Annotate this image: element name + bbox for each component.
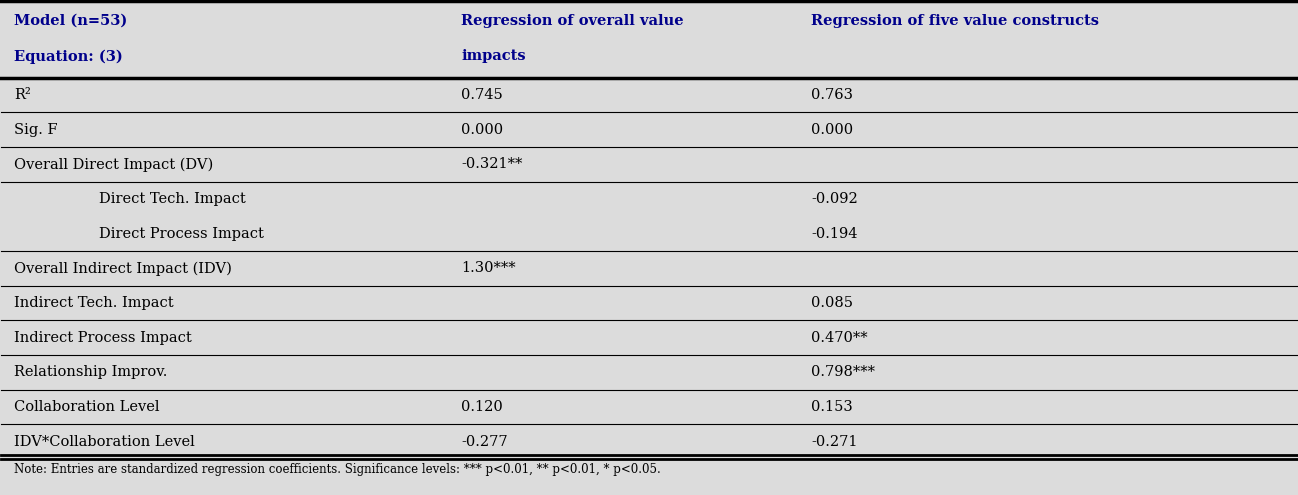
Text: Equation: (3): Equation: (3) <box>14 49 123 63</box>
Text: IDV*Collaboration Level: IDV*Collaboration Level <box>14 435 195 449</box>
Text: Overall Direct Impact (DV): Overall Direct Impact (DV) <box>14 157 214 172</box>
Text: Relationship Improv.: Relationship Improv. <box>14 365 167 380</box>
Text: -0.194: -0.194 <box>811 227 858 241</box>
Text: Regression of five value constructs: Regression of five value constructs <box>811 14 1099 28</box>
Text: 0.798***: 0.798*** <box>811 365 875 380</box>
Text: Note: Entries are standardized regression coefficients. Significance levels: ***: Note: Entries are standardized regressio… <box>14 463 661 476</box>
Text: 1.30***: 1.30*** <box>461 261 515 275</box>
Text: 0.470**: 0.470** <box>811 331 867 345</box>
Text: -0.092: -0.092 <box>811 192 858 206</box>
Text: Indirect Tech. Impact: Indirect Tech. Impact <box>14 296 174 310</box>
Text: Sig. F: Sig. F <box>14 123 58 137</box>
Text: Overall Indirect Impact (IDV): Overall Indirect Impact (IDV) <box>14 261 232 276</box>
Text: 0.120: 0.120 <box>461 400 502 414</box>
Text: Direct Process Impact: Direct Process Impact <box>99 227 263 241</box>
Text: -0.271: -0.271 <box>811 435 858 449</box>
Text: 0.763: 0.763 <box>811 88 853 102</box>
Text: 0.000: 0.000 <box>811 123 853 137</box>
Text: Regression of overall value: Regression of overall value <box>461 14 684 28</box>
Text: 0.745: 0.745 <box>461 88 502 102</box>
Text: -0.321**: -0.321** <box>461 157 523 171</box>
Text: Model (n=53): Model (n=53) <box>14 14 127 28</box>
Text: 0.153: 0.153 <box>811 400 853 414</box>
Text: Indirect Process Impact: Indirect Process Impact <box>14 331 192 345</box>
Text: 0.085: 0.085 <box>811 296 853 310</box>
Text: Direct Tech. Impact: Direct Tech. Impact <box>99 192 245 206</box>
Text: Collaboration Level: Collaboration Level <box>14 400 160 414</box>
Text: -0.277: -0.277 <box>461 435 508 449</box>
Text: impacts: impacts <box>461 49 526 63</box>
Text: 0.000: 0.000 <box>461 123 504 137</box>
Text: R²: R² <box>14 88 31 102</box>
